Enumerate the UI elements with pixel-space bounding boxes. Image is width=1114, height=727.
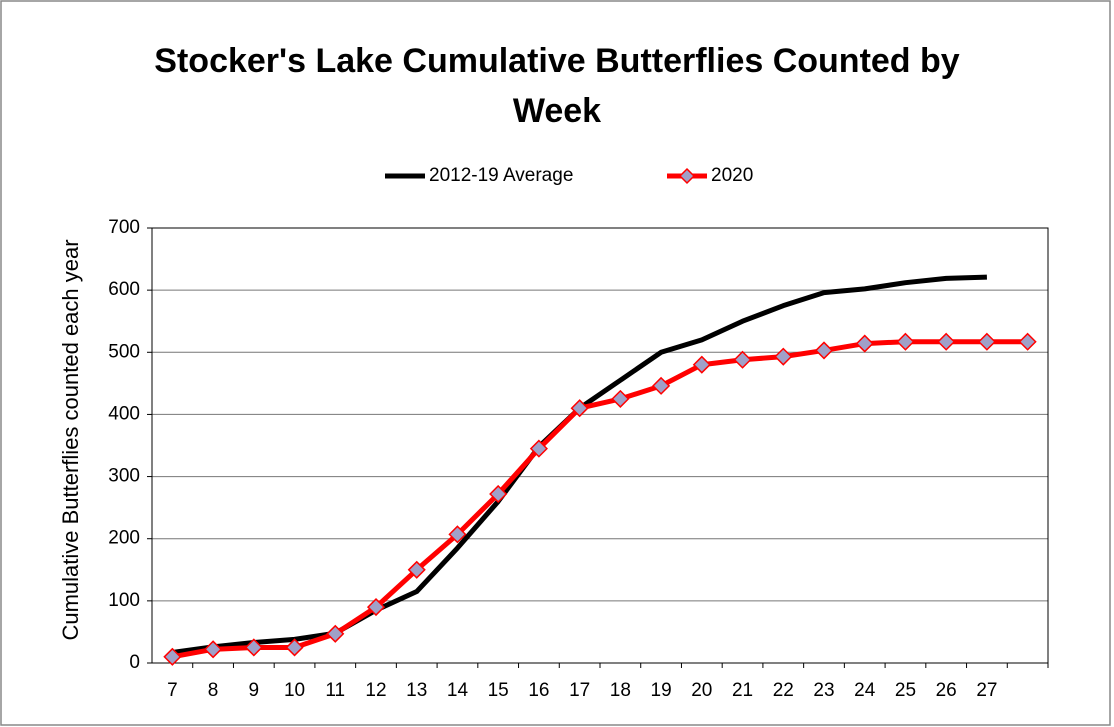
y-tick-label: 200 bbox=[108, 528, 140, 549]
x-tick-label: 10 bbox=[284, 680, 305, 701]
x-tick-label: 16 bbox=[528, 680, 549, 701]
marker bbox=[163, 647, 182, 666]
y-tick-label: 0 bbox=[129, 652, 140, 673]
x-tick-label: 18 bbox=[610, 680, 631, 701]
marker bbox=[855, 334, 874, 353]
marker bbox=[326, 624, 345, 643]
marker bbox=[814, 341, 834, 360]
x-tick-label: 7 bbox=[167, 680, 178, 701]
y-tick-label: 300 bbox=[108, 466, 140, 487]
y-tick-label: 500 bbox=[108, 341, 140, 362]
y-tick-label: 700 bbox=[108, 217, 140, 238]
legend-label: 2012-19 Average bbox=[429, 165, 573, 186]
marker bbox=[570, 399, 589, 418]
y-tick-label: 100 bbox=[108, 590, 140, 611]
marker bbox=[204, 640, 223, 659]
x-tick-label: 26 bbox=[936, 680, 957, 701]
marker bbox=[937, 332, 956, 351]
chart-title: Stocker's Lake Cumulative Butterflies Co… bbox=[154, 42, 960, 130]
marker bbox=[896, 332, 915, 351]
marker bbox=[285, 638, 304, 657]
marker bbox=[611, 389, 630, 408]
legend-marker bbox=[678, 167, 696, 185]
marker bbox=[1018, 332, 1037, 351]
marker bbox=[774, 347, 793, 366]
marker bbox=[489, 484, 508, 504]
x-tick-label: 8 bbox=[208, 680, 219, 701]
marker bbox=[244, 638, 263, 657]
y-tick-label: 400 bbox=[108, 403, 140, 424]
x-tick-label: 13 bbox=[406, 680, 427, 701]
marker bbox=[529, 439, 548, 458]
x-tick-label: 21 bbox=[732, 680, 753, 701]
x-tick-label: 25 bbox=[895, 680, 916, 701]
x-tick-label: 24 bbox=[854, 680, 876, 701]
y-tick-label: 600 bbox=[108, 279, 140, 300]
marker bbox=[407, 560, 426, 579]
marker bbox=[692, 355, 711, 374]
x-tick-label: 22 bbox=[773, 680, 794, 701]
x-tick-label: 12 bbox=[365, 680, 386, 701]
x-tick-label: 17 bbox=[569, 680, 590, 701]
marker bbox=[733, 350, 752, 369]
marker bbox=[448, 525, 467, 544]
x-tick-label: 27 bbox=[976, 680, 997, 701]
x-tick-label: 20 bbox=[691, 680, 712, 701]
series-line bbox=[171, 339, 1028, 660]
marker bbox=[652, 376, 671, 395]
x-tick-label: 15 bbox=[488, 680, 509, 701]
y-axis-label: Cumulative Butterflies counted each year bbox=[58, 239, 83, 640]
x-tick-label: 11 bbox=[325, 680, 345, 701]
x-tick-label: 19 bbox=[651, 680, 672, 701]
legend-label: 2020 bbox=[711, 165, 753, 186]
x-tick-label: 23 bbox=[813, 680, 834, 701]
x-tick-label: 9 bbox=[249, 680, 260, 701]
marker bbox=[366, 598, 386, 617]
marker bbox=[977, 332, 996, 351]
x-tick-label: 14 bbox=[447, 680, 469, 701]
